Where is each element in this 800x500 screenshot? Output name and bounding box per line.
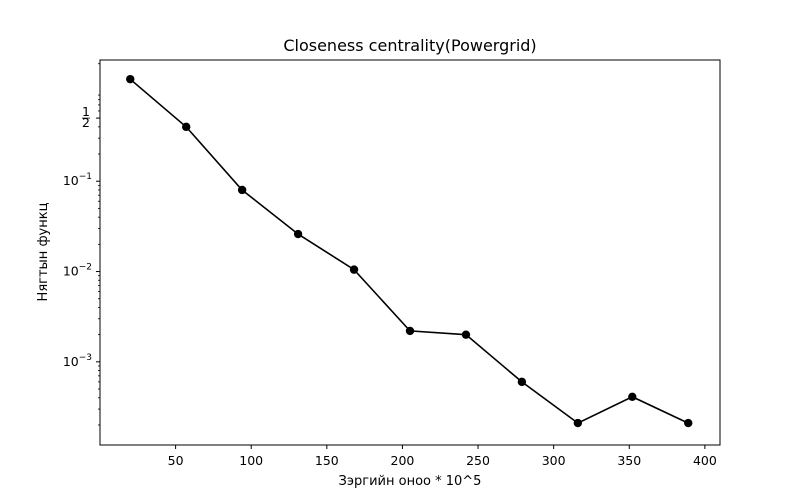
data-point [293, 229, 303, 239]
plot-frame [99, 59, 721, 446]
x-tick-label: 100 [239, 453, 263, 468]
series-line [129, 78, 689, 425]
x-tick-label: 350 [617, 453, 641, 468]
data-point [684, 418, 693, 428]
data-point [237, 185, 247, 195]
x-tick-label: 200 [391, 453, 415, 468]
plot-area [126, 74, 693, 428]
x-tick-label: 50 [168, 453, 184, 468]
data-point [405, 326, 415, 336]
data-point [628, 392, 637, 402]
y-tick-label: 10−3 [63, 353, 92, 369]
x-tick-label: 150 [315, 453, 339, 468]
data-point [181, 122, 191, 132]
data-point [517, 377, 527, 387]
y-tick-label: 10−2 [63, 263, 92, 279]
x-tick-label: 250 [466, 453, 490, 468]
data-point [461, 330, 471, 339]
x-axis-title: Зэргийн оноо * 10^5 [339, 474, 482, 489]
y-axis-title: Нягтын функц [36, 202, 51, 301]
x-axis: 50 100 150 200 250 300 350 400 [168, 445, 717, 468]
y-tick-label-denominator: 2 [82, 115, 90, 130]
y-tick-label-numerator: 1 [82, 104, 90, 119]
data-point [349, 265, 359, 274]
x-tick-label: 400 [693, 453, 717, 468]
y-axis: 12 10−1 10−2 10−3 [63, 63, 100, 426]
data-point [573, 418, 583, 428]
data-point [126, 74, 135, 84]
x-tick-label: 300 [542, 453, 566, 468]
chart-title: Closeness centrality(Powergrid) [283, 36, 536, 55]
y-tick-label: 10−1 [63, 172, 92, 188]
